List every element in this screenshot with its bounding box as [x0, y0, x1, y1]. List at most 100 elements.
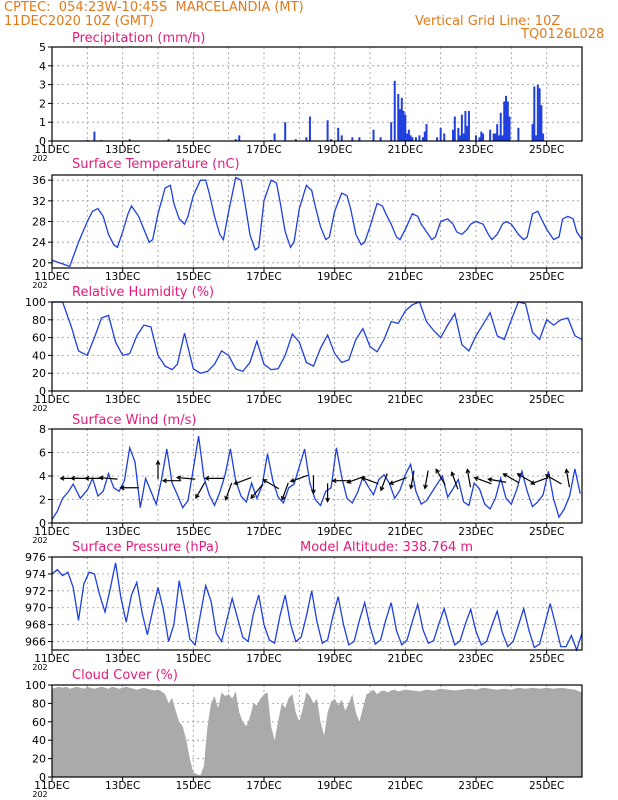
precip-bar	[305, 137, 308, 141]
precip-bar	[407, 129, 410, 141]
x-tick-label: 23DEC	[458, 780, 493, 792]
x-tick-label: 17DEC	[246, 780, 281, 792]
precip-bar	[475, 135, 477, 141]
x-tick-label: 19DEC	[317, 780, 352, 792]
wind-arrow-head	[155, 459, 161, 465]
precip-bar	[508, 116, 511, 141]
x-tick-label: 21DEC	[388, 394, 423, 406]
wind-arrow-head	[204, 475, 210, 481]
panel-temp: 20 24 28 32 36 11DEC 13DEC 15DEC 17DEC 19DEC 21DEC…	[32, 157, 583, 290]
panel-title: Surface Temperature (nC)	[72, 157, 240, 172]
y-tick-label: 4	[39, 60, 46, 73]
precip-bar	[464, 110, 467, 141]
model-code: TQ0126L028	[521, 27, 605, 42]
x-tick-label: 11DEC	[34, 526, 69, 538]
precip-bar	[418, 135, 421, 141]
wind-arrow-head	[346, 479, 352, 484]
y-tick-label: 24	[32, 236, 46, 249]
x-tick-label: 15DEC	[176, 780, 211, 792]
panel-frame	[51, 684, 583, 778]
wind-arrow	[380, 473, 388, 491]
wind-arrow	[234, 477, 252, 485]
precip-bar	[390, 122, 393, 141]
precip-bar	[425, 124, 428, 141]
precip-bar	[542, 133, 545, 141]
y-tick-label: 5	[39, 41, 46, 54]
y-tick-label: 100	[25, 296, 46, 309]
grid-note: Vertical Grid Line: 10Z	[415, 14, 561, 29]
precip-bar	[439, 127, 442, 141]
precip-bar	[273, 133, 276, 141]
precip-bar	[436, 137, 439, 141]
wind-arrow	[99, 476, 118, 480]
wind-arrow-head	[280, 495, 286, 501]
precip-bar	[402, 110, 405, 141]
precip-bar	[400, 97, 403, 141]
wind-arrow-head	[161, 478, 167, 484]
precip-bar	[501, 135, 504, 141]
wind-arrow-head	[70, 475, 76, 481]
wind-arrow	[435, 469, 446, 486]
x-tick-label: 23DEC	[458, 271, 493, 283]
y-tick-label: 6	[39, 447, 46, 460]
wind-arrow	[451, 472, 459, 490]
precip-bar	[457, 127, 460, 141]
wind-arrow-head	[408, 484, 414, 490]
x-tick-label: 25DEC	[529, 653, 564, 665]
precip-bar	[478, 137, 481, 141]
y-tick-label: 968	[25, 619, 46, 632]
precip-bar	[284, 122, 287, 141]
wind-arrow-head	[502, 473, 508, 478]
y-tick-label: 40	[32, 349, 46, 362]
wind-arrow	[262, 479, 280, 490]
x-tick-label: 19DEC	[317, 144, 352, 156]
panel-precip: 0 1 2 3 4 5 11DEC 13DEC 15DEC 17DEC 19DEC 21DEC 23DE…	[32, 31, 583, 163]
precip-bar	[467, 110, 470, 141]
y-tick-label: 36	[32, 174, 46, 187]
precip-bar	[460, 114, 463, 141]
wind-arrow-head	[331, 478, 337, 484]
x-year-label: 202	[32, 404, 47, 413]
wind-arrow-head	[465, 468, 471, 474]
wind-arrow-head	[516, 473, 522, 478]
x-tick-label: 17DEC	[246, 271, 281, 283]
x-tick-label: 15DEC	[176, 526, 211, 538]
x-tick-label: 13DEC	[105, 780, 140, 792]
precip-bar	[414, 137, 417, 141]
precip-bar	[337, 127, 340, 141]
y-tick-label: 972	[25, 585, 46, 598]
x-tick-label: 13DEC	[105, 653, 140, 665]
precip-bar	[167, 139, 170, 141]
wind-arrow	[177, 476, 196, 480]
x-tick-label: 25DEC	[529, 271, 564, 283]
y-tick-label: 20	[32, 753, 46, 766]
wind-arrow-head	[487, 477, 493, 483]
x-tick-label: 21DEC	[388, 271, 423, 283]
panel-title: Cloud Cover (%)	[72, 668, 178, 683]
y-tick-label: 1	[39, 116, 46, 129]
x-year-label: 202	[32, 663, 47, 672]
y-tick-label: 60	[32, 716, 46, 729]
wind-arrow	[195, 482, 206, 499]
precip-bar	[326, 120, 329, 141]
precip-bar	[492, 133, 495, 141]
wind-arrow-head	[59, 475, 65, 481]
panel-frame	[51, 301, 583, 392]
wind-arrow-head	[262, 479, 268, 484]
wind-arrow	[424, 470, 429, 489]
wind-arrow	[410, 470, 415, 489]
precip-bar	[397, 94, 400, 141]
x-tick-label: 25DEC	[529, 780, 564, 792]
x-tick-label: 21DEC	[388, 780, 423, 792]
wind-arrow-head	[388, 480, 394, 485]
y-tick-label: 80	[32, 697, 46, 710]
x-tick-label: 17DEC	[246, 526, 281, 538]
y-tick-label: 20	[32, 367, 46, 380]
precip-bar	[453, 116, 456, 141]
wind-arrow-head	[176, 475, 182, 481]
y-tick-label: 28	[32, 216, 46, 229]
wind-arrow	[281, 482, 289, 500]
x-year-label: 202	[32, 790, 47, 799]
y-tick-label: 0	[39, 771, 46, 784]
wind-arrow-head	[473, 476, 479, 482]
